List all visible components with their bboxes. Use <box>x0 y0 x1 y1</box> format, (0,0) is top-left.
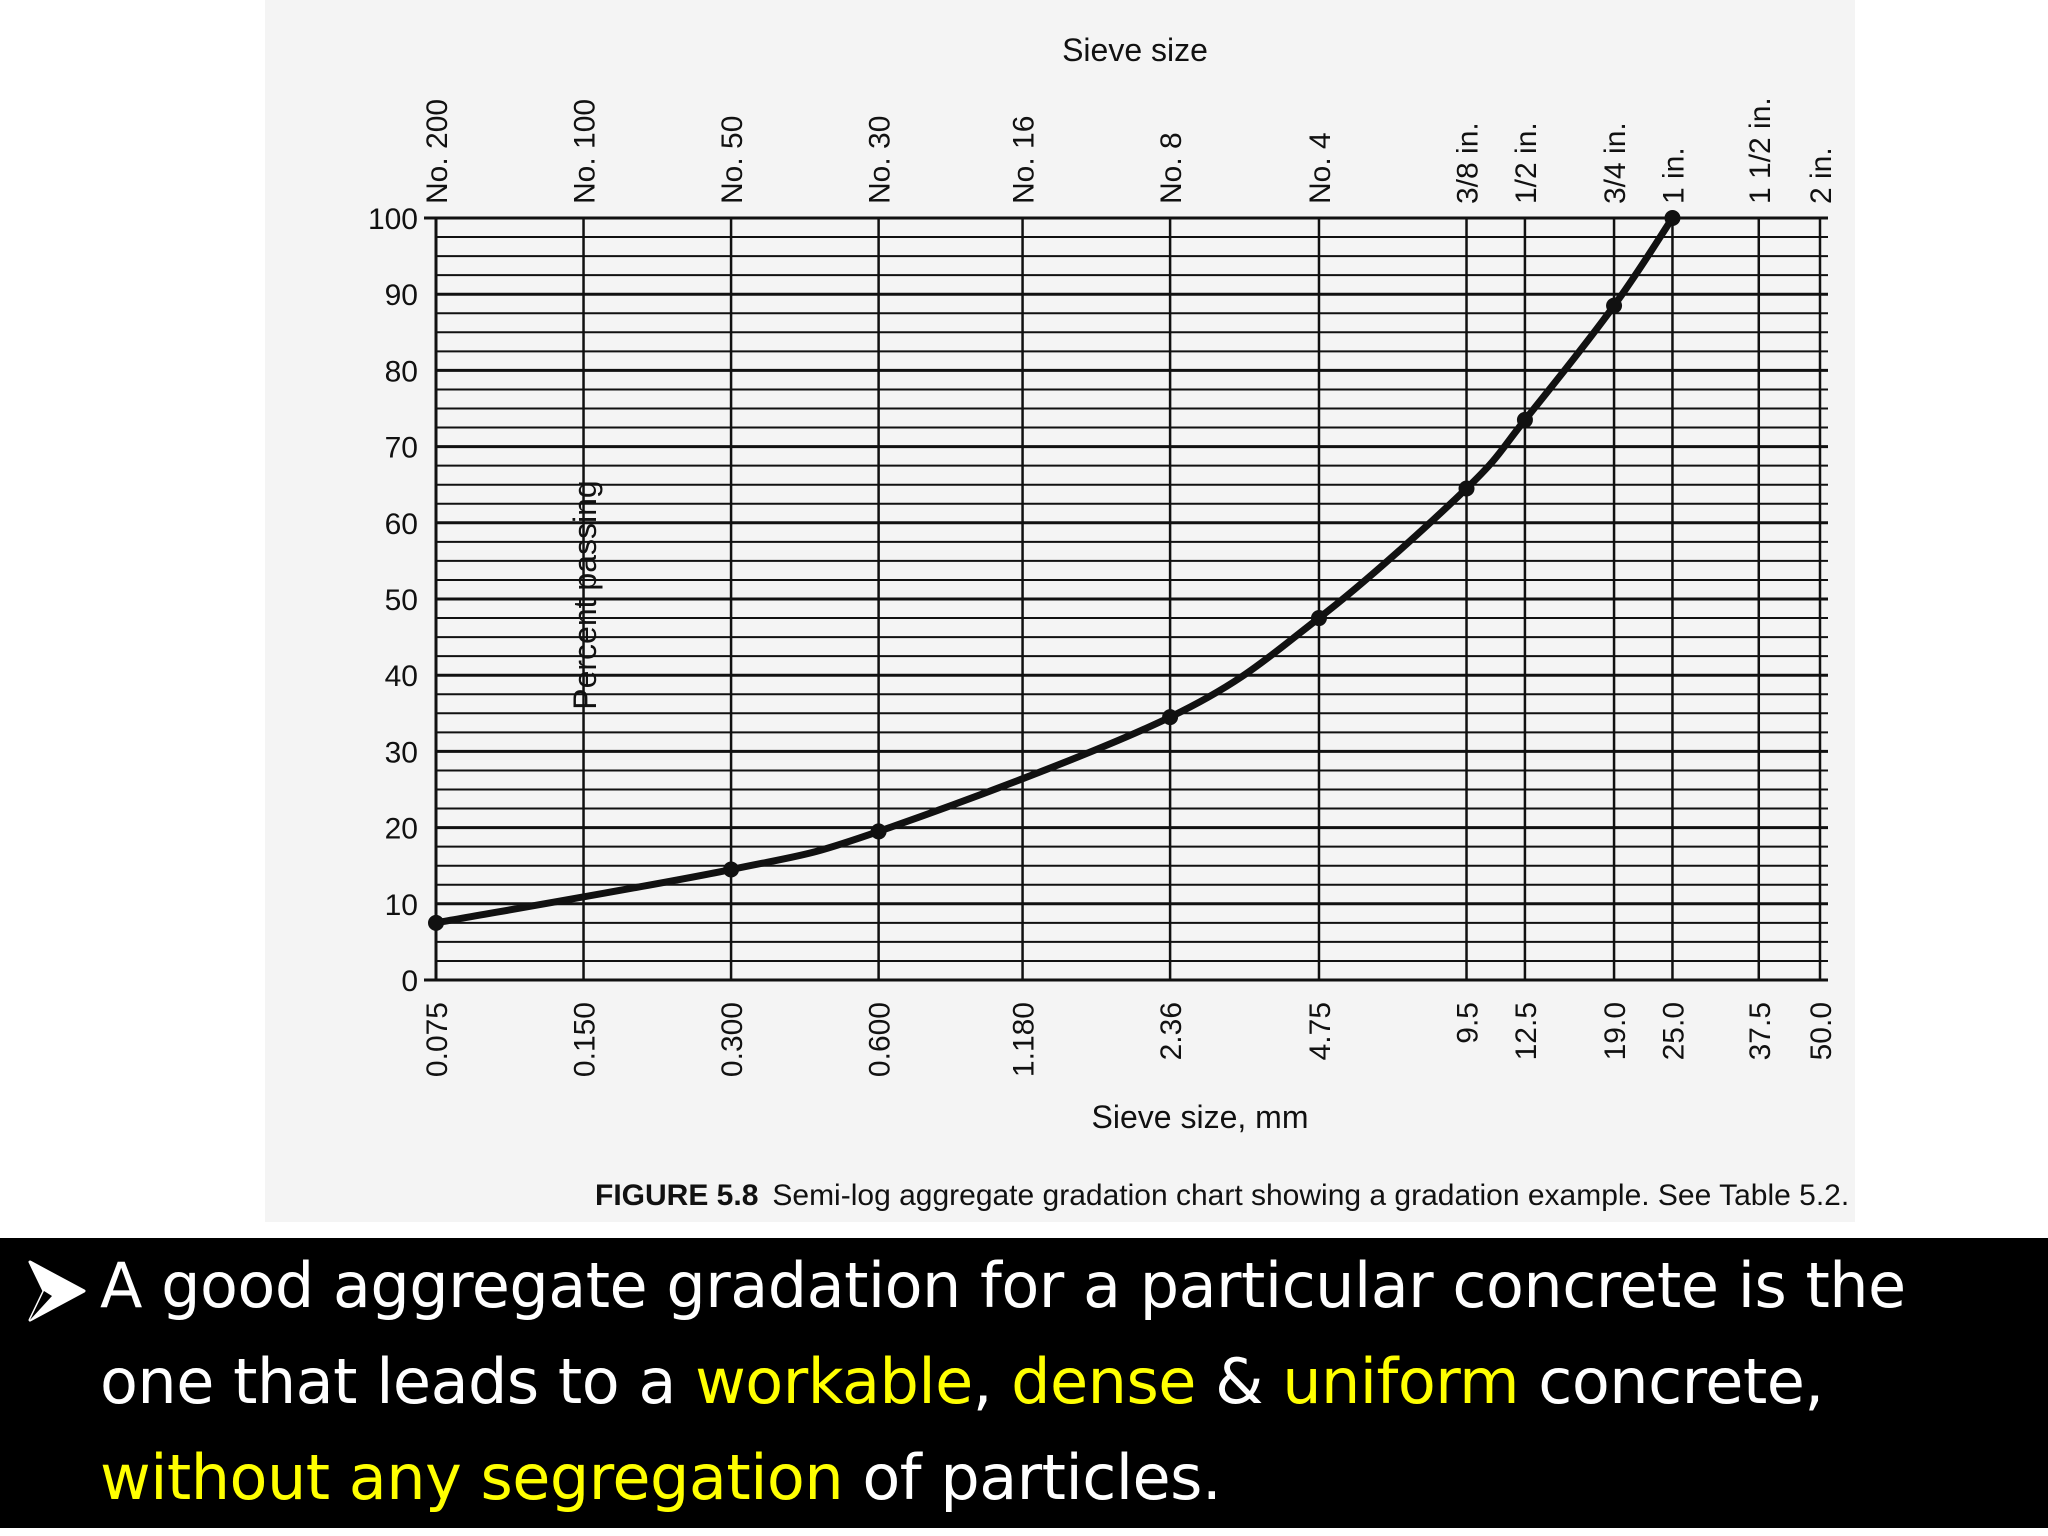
chart-x-axis-title: Sieve size, mm <box>1092 1099 1309 1135</box>
x-tick-label: 12.5 <box>1510 1002 1543 1060</box>
top-sieve-label: 3/8 in. <box>1452 122 1485 204</box>
chart-y-axis-title: Percent passing <box>567 480 603 709</box>
y-tick-label: 20 <box>385 813 418 846</box>
highlight-dense: dense <box>1011 1345 1196 1418</box>
figure-caption: FIGURE 5.8 Semi-log aggregate gradation c… <box>595 1179 1849 1212</box>
y-tick-label: 100 <box>368 203 418 236</box>
x-tick-label: 50.0 <box>1805 1002 1838 1060</box>
top-sieve-label: No. 100 <box>569 99 602 204</box>
y-tick-label: 80 <box>385 355 418 388</box>
x-tick-label: 37.5 <box>1744 1002 1777 1060</box>
x-tick-label: 0.600 <box>864 1002 897 1077</box>
top-sieve-label: No. 200 <box>421 99 454 204</box>
x-tick-label: 25.0 <box>1657 1002 1690 1060</box>
x-tick-label: 0.150 <box>569 1002 602 1077</box>
gradation-chart: 0 10 20 30 40 50 60 70 80 90 100 0.075 0.150 0.300 0.6… <box>368 32 1849 1212</box>
x-tick-label: 19.0 <box>1599 1002 1632 1060</box>
figure-caption-label: FIGURE 5.8 <box>595 1179 758 1212</box>
figure-caption-text: Semi-log aggregate gradation chart showi… <box>772 1179 1849 1212</box>
top-sieve-label: 3/4 in. <box>1599 122 1632 204</box>
top-sieve-label: No. 4 <box>1304 132 1337 204</box>
figure-card: 0 10 20 30 40 50 60 70 80 90 100 0.075 0.150 0.300 0.6… <box>265 0 1855 1222</box>
chart-grid <box>424 216 1828 982</box>
bullet-text-part: concrete, <box>1519 1345 1824 1418</box>
bullet-text-part: of particles. <box>843 1441 1222 1514</box>
y-tick-label: 0 <box>401 965 418 998</box>
data-point <box>1606 297 1623 314</box>
x-tick-label: 0.300 <box>716 1002 749 1077</box>
y-tick-label: 90 <box>385 279 418 312</box>
data-point <box>1310 610 1327 627</box>
data-point <box>1516 411 1533 428</box>
x-tick-label: 1.180 <box>1008 1002 1041 1077</box>
y-tick-label: 50 <box>385 584 418 617</box>
bullet-block: A good aggregate gradation for a particu… <box>0 1238 2048 1528</box>
data-point <box>428 914 444 931</box>
top-sieve-label: 1/2 in. <box>1510 122 1543 204</box>
data-point <box>1458 480 1475 497</box>
top-sieve-label: 1 1/2 in. <box>1744 97 1777 204</box>
y-tick-label: 60 <box>385 508 418 541</box>
bullet-text: A good aggregate gradation for a particu… <box>100 1238 2020 1526</box>
x-tick-label: 2.36 <box>1155 1002 1188 1060</box>
x-tick-label: 4.75 <box>1304 1002 1337 1060</box>
highlight-workable: workable <box>695 1345 973 1418</box>
arrowhead-bullet-icon <box>28 1260 86 1322</box>
chart-ticks: 0 10 20 30 40 50 60 70 80 90 100 0.075 0.150 0.300 0.6… <box>368 97 1838 1077</box>
data-point <box>1162 709 1179 726</box>
chart-top-axis-title: Sieve size <box>1062 32 1208 68</box>
y-tick-label: 30 <box>385 736 418 769</box>
top-sieve-label: 1 in. <box>1657 147 1690 204</box>
gradation-curve <box>435 216 1676 927</box>
data-point <box>1664 210 1681 226</box>
highlight-uniform: uniform <box>1282 1345 1520 1418</box>
top-sieve-label: No. 8 <box>1155 132 1188 204</box>
y-tick-label: 40 <box>385 660 418 693</box>
data-point <box>723 861 740 878</box>
chart-series <box>428 210 1681 931</box>
highlight-segregation: without any segregation <box>100 1441 844 1514</box>
y-tick-label: 70 <box>385 432 418 465</box>
top-sieve-label: No. 50 <box>716 116 749 204</box>
bullet-text-part: A good aggregate gradation for a particu… <box>100 1249 1906 1418</box>
top-sieve-label: No. 16 <box>1008 116 1041 204</box>
x-tick-label: 0.075 <box>421 1002 454 1077</box>
bullet-text-part: & <box>1195 1345 1283 1418</box>
x-tick-label: 9.5 <box>1452 1002 1485 1044</box>
top-sieve-label: 2 in. <box>1805 147 1838 204</box>
data-point <box>870 823 887 840</box>
top-sieve-label: No. 30 <box>864 116 897 204</box>
bullet-text-part: , <box>972 1345 1012 1418</box>
y-tick-label: 10 <box>385 889 418 922</box>
